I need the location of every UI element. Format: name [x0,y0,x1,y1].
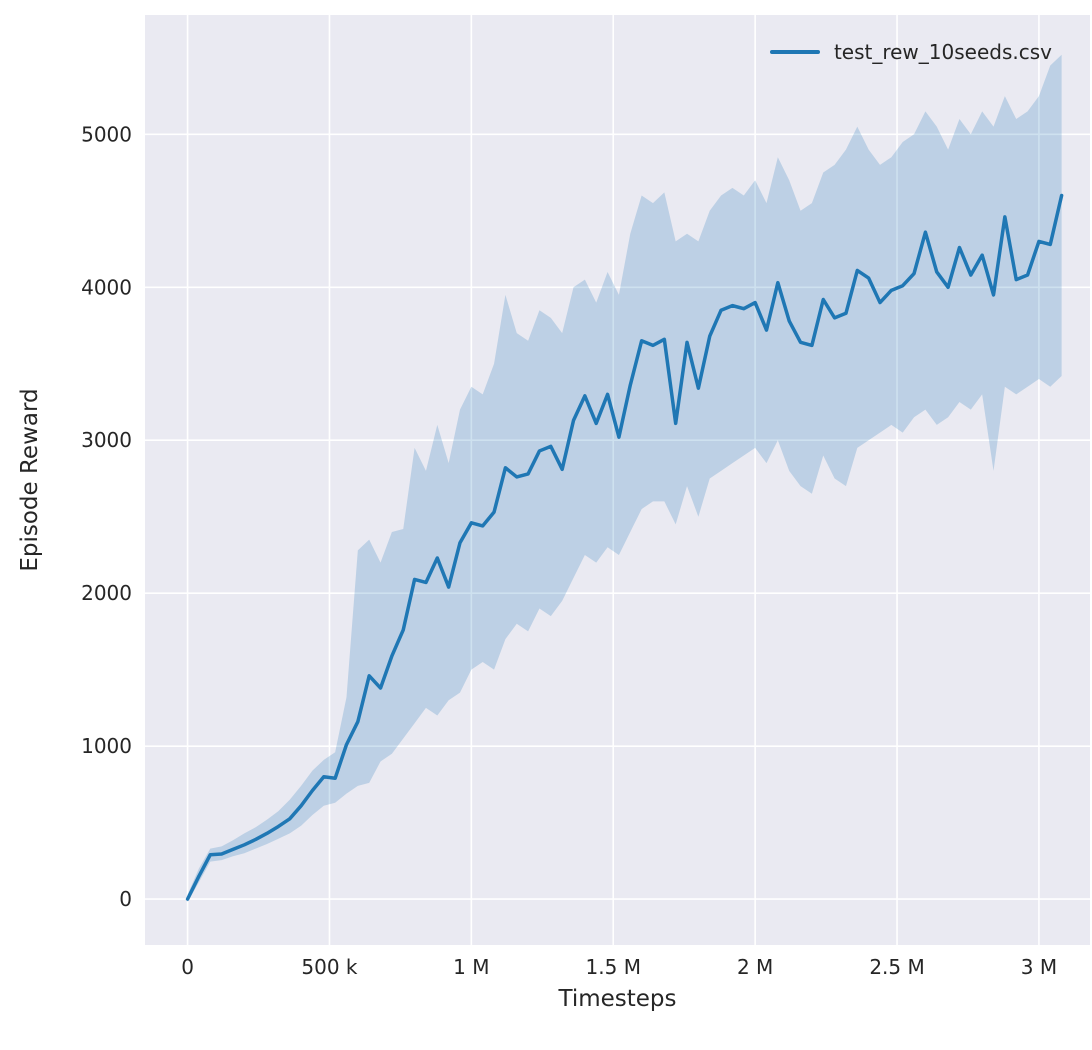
confidence-band [187,54,1062,903]
x-axis-label: Timesteps [558,986,677,1012]
x-tick-label: 0 [181,955,194,979]
y-tick-label: 4000 [81,275,132,299]
x-tick-label: 2.5 M [869,955,924,979]
y-tick-label: 3000 [81,428,132,452]
x-tick-label: 500 k [301,955,358,979]
x-tick-label: 2 M [737,955,773,979]
y-tick-label: 2000 [81,581,132,605]
legend-label: test_rew_10seeds.csv [833,40,1052,64]
x-tick-label: 3 M [1021,955,1057,979]
x-tick-label: 1.5 M [586,955,641,979]
y-axis-label: Episode Reward [17,388,43,572]
y-tick-label: 1000 [81,734,132,758]
legend: test_rew_10seeds.csv [769,40,1052,64]
x-tick-label: 1 M [453,955,489,979]
y-tick-label: 5000 [81,122,132,146]
legend-line-swatch [769,50,820,54]
y-tick-label: 0 [119,887,132,911]
mean-line [185,193,1064,901]
plot-area [145,15,1090,945]
